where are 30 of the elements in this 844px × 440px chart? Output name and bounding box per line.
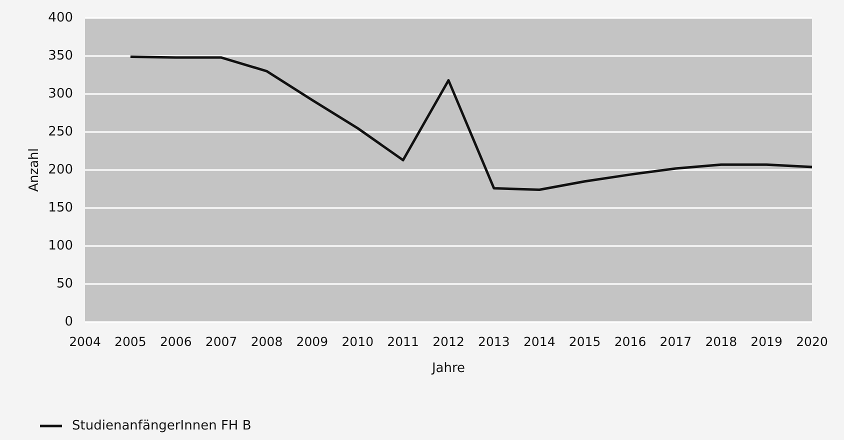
x-tick-label: 2020 bbox=[796, 334, 828, 349]
legend-label: StudienanfängerInnen FH B bbox=[72, 418, 252, 434]
y-tick-label: 100 bbox=[48, 238, 73, 254]
x-axis-title: Jahre bbox=[430, 361, 466, 376]
x-tick-label: 2017 bbox=[660, 334, 692, 349]
y-tick-label: 50 bbox=[56, 276, 73, 292]
x-tick-label: 2007 bbox=[205, 334, 238, 349]
x-tick-label: 2016 bbox=[614, 334, 646, 349]
x-tick-label: 2013 bbox=[478, 334, 510, 349]
line-series bbox=[129, 56, 814, 192]
y-tick-label: 250 bbox=[48, 124, 73, 140]
x-tick-label: 2008 bbox=[250, 334, 283, 349]
x-tick-label: 2014 bbox=[523, 334, 556, 349]
y-tick-label: 300 bbox=[48, 86, 73, 102]
y-tick-label: 0 bbox=[64, 314, 73, 330]
x-tick-label: 2012 bbox=[432, 334, 464, 349]
x-tick-label: 2019 bbox=[750, 334, 783, 349]
y-axis-title: Anzahl bbox=[27, 148, 42, 192]
x-tick-label: 2006 bbox=[160, 334, 192, 349]
y-tick-label: 200 bbox=[48, 162, 73, 178]
y-tick-label: 350 bbox=[48, 48, 73, 64]
x-tick-label: 2005 bbox=[114, 334, 146, 349]
x-tick-label: 2018 bbox=[705, 334, 738, 349]
x-tick-label: 2011 bbox=[387, 334, 419, 349]
y-tick-label: 150 bbox=[48, 200, 73, 216]
x-tick-label: 2004 bbox=[69, 334, 101, 349]
x-tick-label: 2015 bbox=[568, 334, 601, 349]
x-tick-label: 2009 bbox=[296, 334, 328, 349]
x-tick-label: 2010 bbox=[342, 334, 374, 349]
y-tick-label: 400 bbox=[48, 10, 73, 26]
